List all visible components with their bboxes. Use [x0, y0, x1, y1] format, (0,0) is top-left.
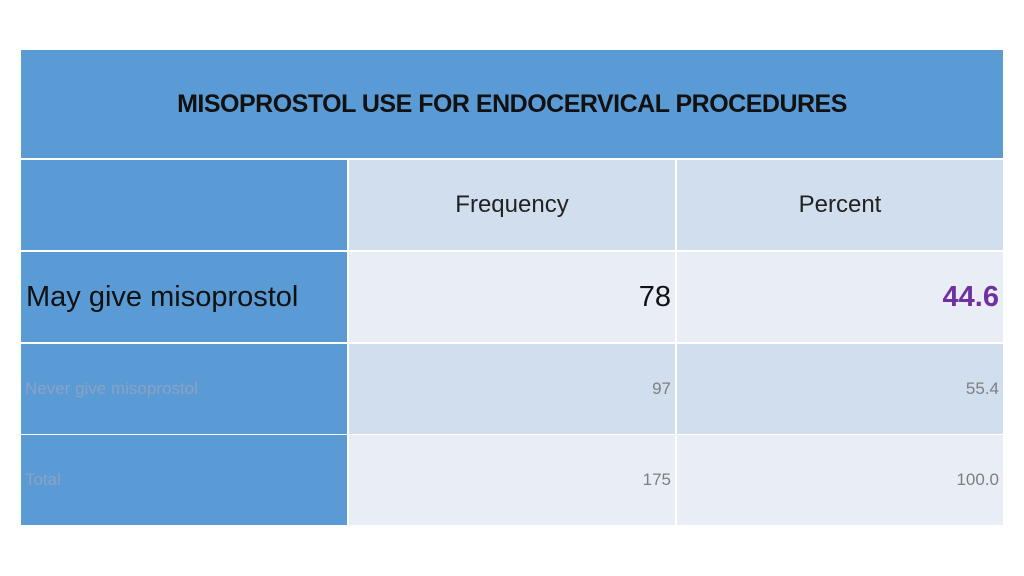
- row-label: Never give misoprostol: [25, 379, 198, 398]
- row-percent-cell: 55.4: [677, 344, 1003, 434]
- row-frequency: 175: [642, 470, 671, 489]
- row-frequency: 97: [652, 379, 671, 398]
- row-label: May give misoprostol: [26, 280, 299, 313]
- table-title: MISOPROSTOL USE FOR ENDOCERVICAL PROCEDU…: [177, 89, 847, 118]
- row-percent-cell: 100.0: [677, 435, 1003, 525]
- row-percent: 100.0: [956, 470, 999, 489]
- row-label-cell: Total: [21, 435, 347, 525]
- header-percent-cell: Percent: [677, 160, 1003, 250]
- table-title-bar: MISOPROSTOL USE FOR ENDOCERVICAL PROCEDU…: [21, 50, 1003, 158]
- table-row-total: Total 175 100.0: [21, 435, 1003, 525]
- row-percent: 55.4: [965, 379, 999, 398]
- header-frequency: Frequency: [455, 191, 569, 218]
- misoprostol-table: MISOPROSTOL USE FOR ENDOCERVICAL PROCEDU…: [21, 50, 1003, 525]
- table-row: May give misoprostol 78 44.6: [21, 252, 1003, 342]
- row-frequency-cell: 78: [349, 252, 675, 342]
- table-row: Never give misoprostol 97 55.4: [21, 344, 1003, 434]
- header-percent: Percent: [798, 191, 882, 218]
- header-frequency-cell: Frequency: [349, 160, 675, 250]
- row-frequency-cell: 97: [349, 344, 675, 434]
- row-label: Total: [25, 470, 61, 489]
- row-label-cell: May give misoprostol: [21, 252, 347, 342]
- row-frequency-cell: 175: [349, 435, 675, 525]
- row-label-cell: Never give misoprostol: [21, 344, 347, 434]
- row-frequency: 78: [638, 280, 671, 313]
- header-empty-cell: [21, 160, 347, 250]
- row-percent-highlight: 44.6: [942, 280, 999, 313]
- row-percent-cell: 44.6: [677, 252, 1003, 342]
- header-row: Frequency Percent: [21, 160, 1003, 250]
